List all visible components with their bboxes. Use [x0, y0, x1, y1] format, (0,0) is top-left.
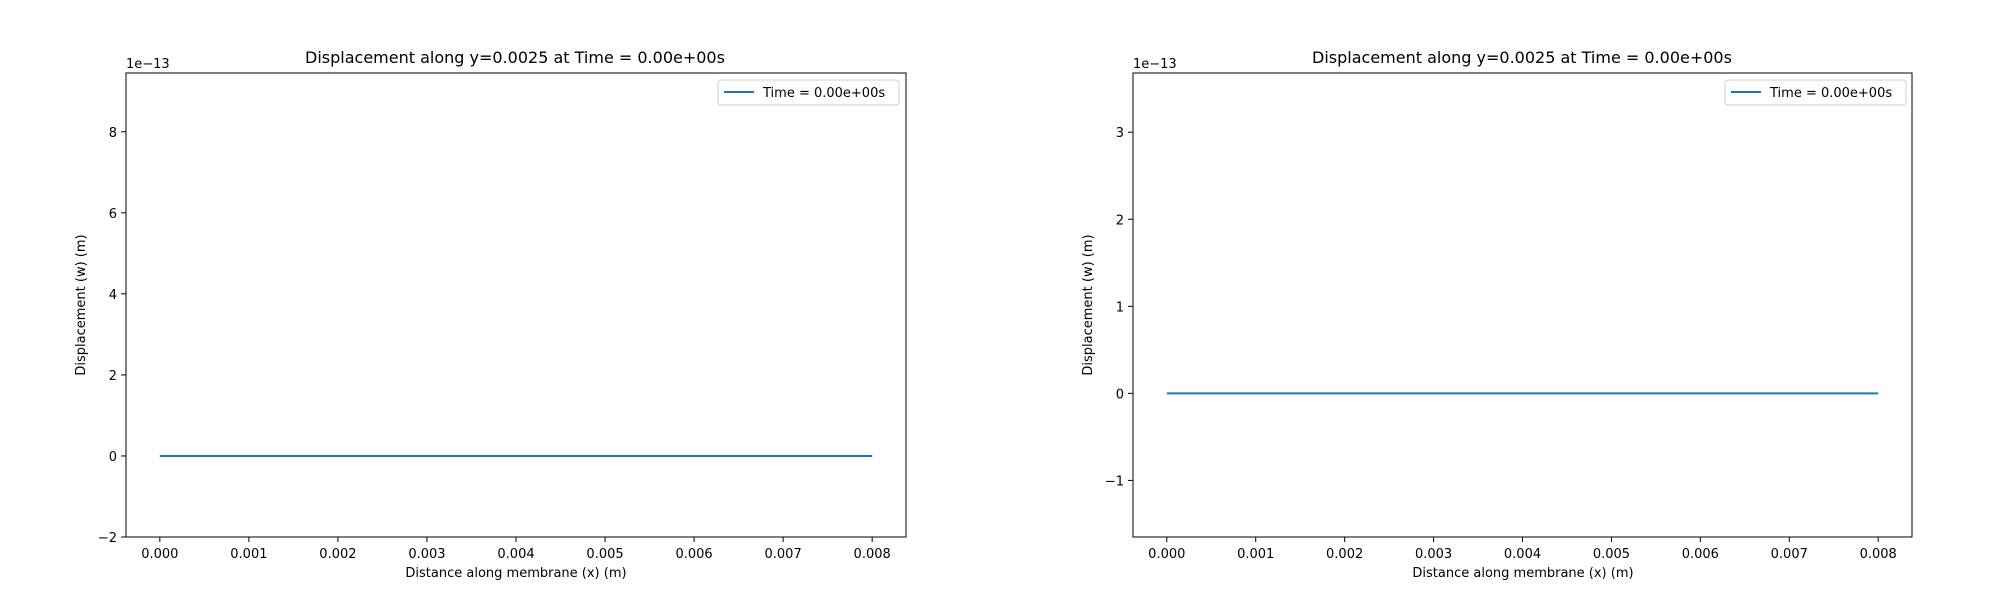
- x-tick-label: 0.007: [765, 547, 802, 562]
- x-axis-ticks: 0.000 0.001 0.002 0.003 0.004 0.005 0.006 0.007…: [1148, 537, 1897, 562]
- x-tick-label: 0.004: [1504, 547, 1541, 562]
- plot-area: [125, 72, 907, 538]
- x-tick-label: 0.000: [141, 547, 178, 562]
- x-axis-label: Distance along membrane (x) (m): [405, 566, 626, 581]
- y-tick-label: 8: [109, 126, 117, 141]
- x-axis-ticks: 0.000 0.001 0.002 0.003 0.004 0.005 0.006 0.007…: [141, 537, 891, 562]
- x-tick-label: 0.004: [497, 547, 534, 562]
- y-tick-label: −2: [98, 531, 117, 546]
- y-axis-offset-text: 1e−13: [1133, 57, 1177, 72]
- y-tick-label: 6: [109, 207, 117, 222]
- legend: Time = 0.00e+00s: [717, 79, 900, 106]
- chart-left: Displacement along y=0.0025 at Time = 0.…: [74, 48, 907, 581]
- chart-title: Displacement along y=0.0025 at Time = 0.…: [1312, 48, 1732, 67]
- y-axis-ticks: −1 0 1 2 3: [1105, 126, 1133, 489]
- y-tick-label: 2: [109, 369, 117, 384]
- x-tick-label: 0.003: [1415, 547, 1452, 562]
- x-tick-label: 0.008: [1860, 547, 1897, 562]
- plot-area: [1132, 72, 1913, 538]
- x-tick-label: 0.007: [1771, 547, 1808, 562]
- x-tick-label: 0.006: [675, 547, 712, 562]
- legend-entry-label: Time = 0.00e+00s: [1769, 86, 1892, 101]
- chart-title: Displacement along y=0.0025 at Time = 0.…: [305, 48, 725, 67]
- y-axis-label: Displacement (w) (m): [1081, 234, 1096, 375]
- x-tick-label: 0.003: [408, 547, 445, 562]
- legend-box: [717, 79, 900, 106]
- legend-box: [1724, 79, 1907, 106]
- x-tick-label: 0.005: [586, 547, 623, 562]
- legend-entry-label: Time = 0.00e+00s: [762, 86, 885, 101]
- x-tick-label: 0.000: [1148, 547, 1185, 562]
- x-tick-label: 0.001: [230, 547, 267, 562]
- y-tick-label: 3: [1116, 126, 1124, 141]
- y-tick-label: 2: [1116, 213, 1124, 228]
- x-tick-label: 0.002: [319, 547, 356, 562]
- y-tick-label: −1: [1105, 474, 1124, 489]
- x-tick-label: 0.001: [1237, 547, 1274, 562]
- x-tick-label: 0.002: [1326, 547, 1363, 562]
- x-axis-label: Distance along membrane (x) (m): [1412, 566, 1633, 581]
- y-tick-label: 0: [1116, 387, 1124, 402]
- x-tick-label: 0.005: [1593, 547, 1630, 562]
- y-tick-label: 1: [1116, 300, 1124, 315]
- legend: Time = 0.00e+00s: [1724, 79, 1907, 106]
- y-axis-label: Displacement (w) (m): [74, 234, 89, 375]
- chart-right: Displacement along y=0.0025 at Time = 0.…: [1081, 48, 1913, 581]
- y-tick-label: 0: [109, 450, 117, 465]
- x-tick-label: 0.008: [854, 547, 891, 562]
- y-axis-ticks: −2 0 2 4 6 8: [98, 126, 126, 546]
- x-tick-label: 0.006: [1682, 547, 1719, 562]
- y-axis-offset-text: 1e−13: [126, 57, 170, 72]
- y-tick-label: 4: [109, 288, 117, 303]
